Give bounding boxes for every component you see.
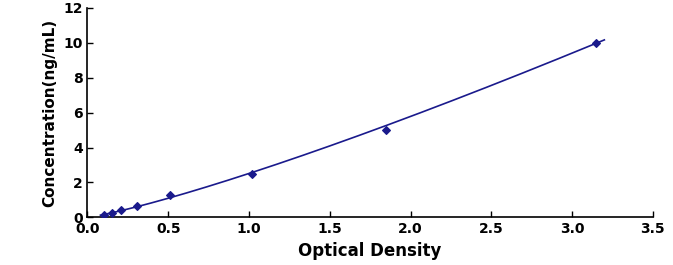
X-axis label: Optical Density: Optical Density: [298, 242, 442, 260]
Y-axis label: Concentration(ng/mL): Concentration(ng/mL): [42, 19, 58, 207]
